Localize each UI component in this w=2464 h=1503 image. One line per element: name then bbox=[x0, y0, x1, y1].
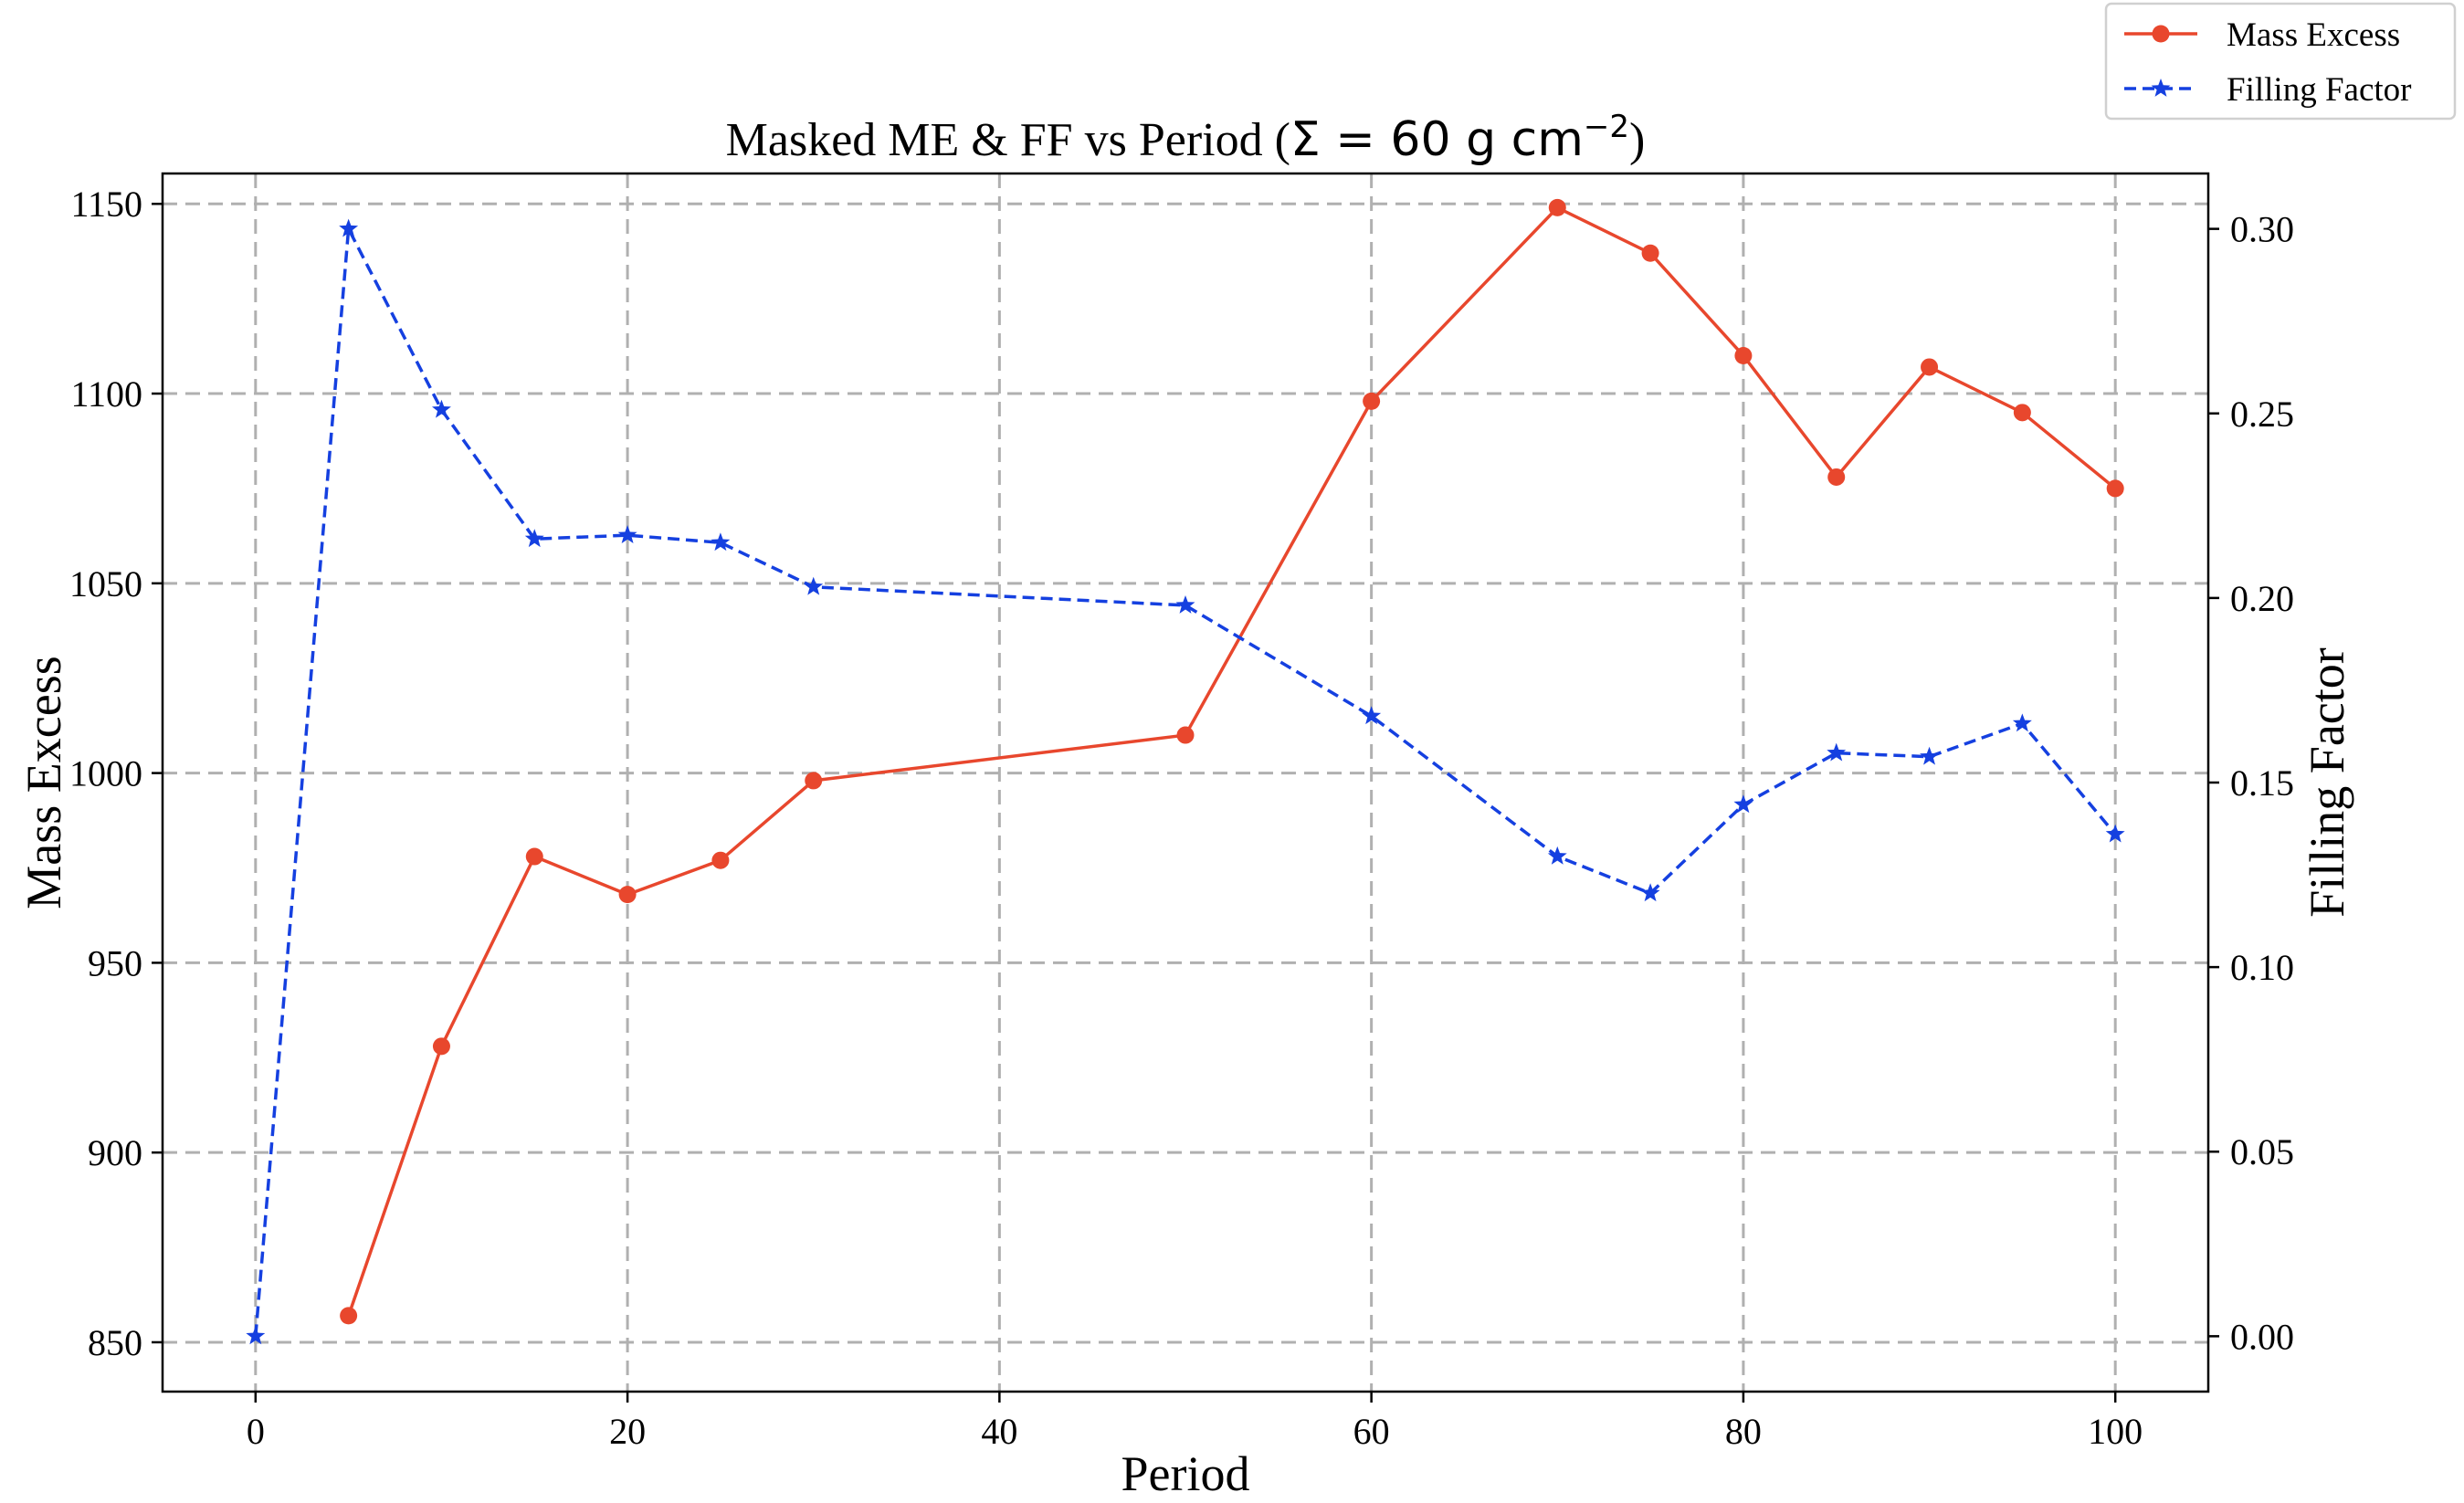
x-tick-label: 80 bbox=[1725, 1411, 1762, 1452]
y-right-tick-label: 0.05 bbox=[2230, 1131, 2294, 1172]
legend-item: Mass Excess bbox=[2124, 16, 2400, 54]
legend-item: Filling Factor bbox=[2124, 71, 2411, 109]
data-point bbox=[1921, 358, 1939, 376]
data-point bbox=[1362, 706, 1382, 725]
series-filling-factor bbox=[246, 218, 2125, 1345]
data-point bbox=[2012, 713, 2032, 732]
data-point bbox=[1548, 198, 1566, 216]
data-point bbox=[1641, 244, 1659, 262]
data-point bbox=[525, 847, 543, 866]
y-axis-right-label: Filling Factor bbox=[2300, 647, 2354, 918]
y-right-tick-label: 0.10 bbox=[2230, 947, 2294, 988]
chart-title: Masked ME & FF vs Period (Σ = 60 g cm−2) bbox=[726, 109, 1646, 167]
chart-title-exponent: −2 bbox=[1584, 109, 1629, 145]
series-line bbox=[254, 226, 2117, 1337]
data-point bbox=[1734, 346, 1753, 364]
data-point bbox=[1176, 726, 1195, 744]
data-point bbox=[431, 399, 451, 418]
legend-label: Filling Factor bbox=[2227, 71, 2411, 109]
data-point bbox=[432, 1037, 450, 1056]
plot-frame bbox=[161, 172, 2210, 1393]
x-tick-label: 0 bbox=[247, 1411, 265, 1452]
legend-marker bbox=[2152, 25, 2170, 43]
y-left-tick-label: 1000 bbox=[69, 753, 142, 794]
data-point bbox=[2105, 824, 2125, 843]
y-left-tick-label: 1150 bbox=[70, 184, 142, 225]
data-point bbox=[618, 886, 637, 904]
x-tick-label: 100 bbox=[2088, 1411, 2143, 1452]
y-right-tick-label: 0.20 bbox=[2230, 578, 2294, 619]
chart-title-math: Σ = 60 g cm bbox=[1290, 112, 1584, 167]
data-point bbox=[340, 1307, 358, 1325]
data-point bbox=[2106, 479, 2124, 498]
y-left-tick-label: 1050 bbox=[69, 563, 142, 604]
series-mass-excess bbox=[340, 198, 2124, 1325]
y-left-tick-label: 950 bbox=[88, 942, 142, 983]
data-point bbox=[246, 1326, 266, 1345]
data-point bbox=[2013, 404, 2031, 422]
tick-labels: 0 20 40 60 80 100 850 900 950 1000 1050 1100 1150 0.0… bbox=[69, 184, 2294, 1452]
legend: Mass Excess Filling Factor bbox=[2104, 2, 2457, 121]
x-tick-label: 60 bbox=[1353, 1411, 1390, 1452]
data-point bbox=[1547, 846, 1567, 865]
data-point bbox=[711, 532, 731, 552]
data-point bbox=[524, 529, 544, 548]
data-point bbox=[1363, 392, 1381, 410]
data-point bbox=[617, 525, 637, 544]
data-point bbox=[1827, 468, 1846, 486]
data-point bbox=[339, 218, 359, 237]
y-right-tick-label: 0.15 bbox=[2230, 762, 2294, 804]
y-axis-left-label: Mass Excess bbox=[16, 656, 71, 909]
y-right-tick-label: 0.30 bbox=[2230, 209, 2294, 250]
data-point bbox=[1175, 594, 1195, 614]
x-axis-label: Period bbox=[1121, 1446, 1250, 1501]
tick-marks bbox=[152, 202, 2219, 1403]
series-line bbox=[346, 205, 2117, 1317]
chart-title-close: ) bbox=[1629, 114, 1645, 166]
y-left-tick-label: 1100 bbox=[70, 373, 142, 415]
data-point bbox=[1920, 746, 1940, 765]
series-layer bbox=[246, 198, 2125, 1345]
x-tick-label: 40 bbox=[981, 1411, 1017, 1452]
x-tick-label: 20 bbox=[609, 1411, 646, 1452]
data-point bbox=[711, 851, 730, 869]
y-right-tick-label: 0.00 bbox=[2230, 1316, 2294, 1357]
data-point bbox=[1827, 742, 1847, 762]
y-right-tick-label: 0.25 bbox=[2230, 394, 2294, 435]
chart-title-text: Masked ME & FF vs Period ( bbox=[726, 114, 1290, 166]
data-point bbox=[805, 772, 823, 790]
grid-lines bbox=[163, 173, 2208, 1392]
data-point bbox=[1733, 794, 1753, 814]
legend-marker bbox=[2151, 79, 2171, 97]
legend-label: Mass Excess bbox=[2227, 16, 2400, 54]
y-left-tick-label: 850 bbox=[88, 1322, 142, 1363]
y-left-tick-label: 900 bbox=[88, 1132, 142, 1173]
data-point bbox=[804, 576, 824, 595]
data-point bbox=[1640, 883, 1660, 902]
